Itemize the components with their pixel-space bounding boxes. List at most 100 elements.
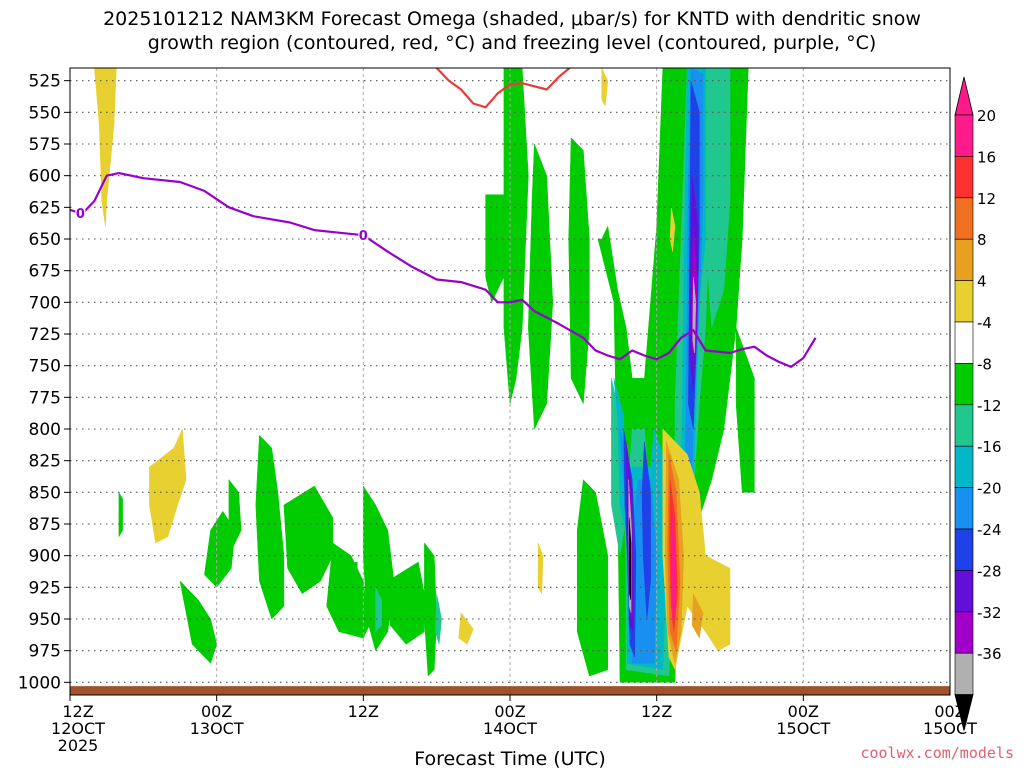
y-tick-label-625: 625 bbox=[29, 198, 61, 218]
omega-region-12 bbox=[283, 485, 334, 595]
grid-lines bbox=[70, 68, 950, 695]
colorbar-label-5: -4 bbox=[977, 314, 992, 332]
colorbar-swatch-5 bbox=[954, 321, 974, 364]
x-tick-label-0-0: 12Z bbox=[62, 702, 93, 721]
y-tick-label-750: 750 bbox=[29, 357, 61, 377]
freezing-level-label-bg-0 bbox=[75, 206, 86, 221]
y-tick-label-725: 725 bbox=[29, 325, 61, 345]
ground-surface bbox=[70, 686, 950, 695]
contour-lines: 00 bbox=[70, 68, 817, 368]
colorbar-swatch-11 bbox=[954, 570, 974, 613]
colorbar-swatch-10 bbox=[954, 528, 974, 571]
colorbar-label-0: 20 bbox=[977, 107, 996, 125]
omega-region-43 bbox=[669, 207, 676, 252]
y-tick-label-650: 650 bbox=[29, 230, 61, 250]
y-tick-label-700: 700 bbox=[29, 293, 61, 313]
omega-region-37 bbox=[94, 68, 117, 227]
colorbar-top-arrow bbox=[954, 76, 974, 116]
omega-region-40 bbox=[458, 612, 474, 645]
colorbar-swatch-0 bbox=[954, 114, 974, 157]
colorbar-swatch-13 bbox=[954, 652, 974, 695]
x-tick-label-0-1: 12OCT bbox=[51, 719, 105, 738]
colorbar-swatch-6 bbox=[954, 363, 974, 406]
omega-region-0 bbox=[503, 68, 529, 404]
colorbar-label-8: -16 bbox=[977, 438, 1002, 456]
colorbar-swatch-9 bbox=[954, 487, 974, 530]
y-tick-label-850: 850 bbox=[29, 483, 61, 503]
omega-region-17 bbox=[118, 491, 123, 538]
x-tick-label-36-1: 14OCT bbox=[483, 719, 537, 738]
ground-band bbox=[70, 686, 950, 695]
credit-text: coolwx.com/models bbox=[860, 744, 1014, 762]
x-tick-label-end-date: 15OCT bbox=[923, 719, 977, 738]
x-tick-label-12-0: 00Z bbox=[201, 702, 232, 721]
colorbar-label-12: -32 bbox=[977, 604, 1002, 622]
colorbar-label-2: 12 bbox=[977, 190, 996, 208]
freezing-level-label-0: 0 bbox=[76, 207, 85, 222]
freezing-level-contour bbox=[70, 172, 817, 368]
chart-title-line-2: growth region (contoured, red, °C) and f… bbox=[147, 32, 877, 54]
y-tick-label-950: 950 bbox=[29, 610, 61, 630]
colorbar-label-1: 16 bbox=[977, 148, 996, 166]
y-tick-label-875: 875 bbox=[29, 515, 61, 535]
colorbar-swatch-12 bbox=[954, 611, 974, 654]
omega-region-11 bbox=[255, 434, 285, 620]
colorbar-swatch-4 bbox=[954, 280, 974, 323]
x-tick-label-48-0: 12Z bbox=[641, 702, 672, 721]
colorbar-swatch-7 bbox=[954, 404, 974, 447]
x-tick-label-0-2: 2025 bbox=[58, 736, 99, 755]
freezing-level-label-1: 0 bbox=[359, 229, 368, 244]
y-tick-label-675: 675 bbox=[29, 262, 61, 282]
y-tick-label-900: 900 bbox=[29, 547, 61, 567]
colorbar-label-3: 8 bbox=[977, 231, 987, 249]
x-tick-label-12-1: 13OCT bbox=[190, 719, 244, 738]
x-axis-label: Forecast Time (UTC) bbox=[414, 748, 605, 768]
y-tick-label-1000: 1000 bbox=[18, 673, 61, 693]
y-tick-label-575: 575 bbox=[29, 135, 61, 155]
y-tick-label-775: 775 bbox=[29, 388, 61, 408]
omega-region-48 bbox=[671, 504, 676, 626]
omega-region-16 bbox=[424, 542, 437, 677]
y-tick-label-550: 550 bbox=[29, 103, 61, 123]
x-tick-label-60-1: 15OCT bbox=[776, 719, 830, 738]
omega-region-41 bbox=[537, 542, 544, 595]
x-tick-label-36-0: 00Z bbox=[494, 702, 525, 721]
dendritic-growth-contour bbox=[435, 68, 572, 109]
omega-region-45 bbox=[691, 592, 704, 639]
freezing-level-label-bg-1 bbox=[358, 228, 369, 243]
omega-region-9 bbox=[228, 478, 242, 556]
colorbar-swatch-3 bbox=[954, 238, 974, 281]
omega-region-36 bbox=[628, 517, 632, 601]
colorbar: 20 16 12 8 4 -4 -8 -12 -16 -20 -24 -28 -32 -36 bbox=[954, 76, 1002, 731]
y-tick-label-800: 800 bbox=[29, 420, 61, 440]
omega-shading bbox=[94, 68, 755, 683]
chart-title-line-1: 2025101212 NAM3KM Forecast Omega (shaded… bbox=[103, 8, 921, 30]
omega-region-7 bbox=[735, 327, 755, 493]
omega-region-42 bbox=[601, 68, 609, 107]
colorbar-label-7: -12 bbox=[977, 397, 1002, 415]
colorbar-label-6: -8 bbox=[977, 355, 992, 373]
colorbar-bottom-arrow bbox=[954, 694, 974, 731]
omega-region-15 bbox=[387, 561, 425, 645]
omega-region-2 bbox=[528, 143, 554, 430]
omega-region-18 bbox=[332, 561, 358, 620]
x-tick-label-60-0: 00Z bbox=[788, 702, 819, 721]
y-tick-label-600: 600 bbox=[29, 167, 61, 187]
colorbar-label-10: -24 bbox=[977, 521, 1002, 539]
omega-region-14 bbox=[363, 485, 395, 652]
omega-region-38 bbox=[149, 428, 187, 544]
omega-region-22 bbox=[435, 593, 442, 645]
colorbar-swatch-2 bbox=[954, 197, 974, 240]
y-tick-label-975: 975 bbox=[29, 642, 61, 662]
colorbar-swatch-1 bbox=[954, 156, 974, 199]
omega-region-1 bbox=[485, 194, 505, 304]
colorbar-label-9: -20 bbox=[977, 480, 1002, 498]
colorbar-swatch-8 bbox=[954, 445, 974, 488]
y-axis: 525 550 575 600 625 650 675 700 725 750 775 800 825 8… bbox=[18, 72, 70, 693]
y-tick-label-825: 825 bbox=[29, 452, 61, 472]
colorbar-label-4: 4 bbox=[977, 273, 987, 291]
omega-region-8 bbox=[204, 510, 236, 588]
colorbar-label-11: -28 bbox=[977, 562, 1002, 580]
